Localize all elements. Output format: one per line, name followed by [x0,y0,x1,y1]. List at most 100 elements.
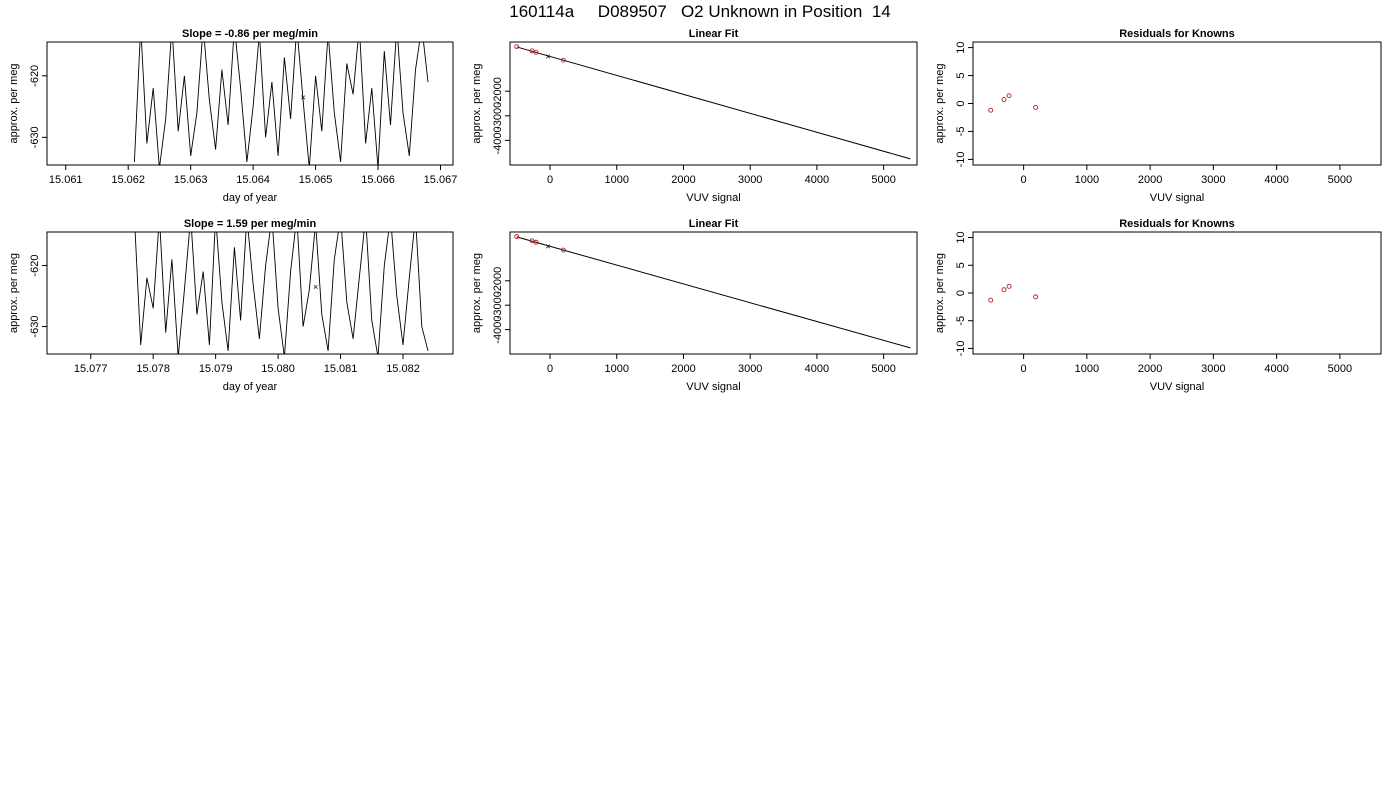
y-axis-label: approx. per meg [934,253,946,333]
known-point [1001,97,1007,103]
fit-line [516,46,911,160]
y-tick-label: -4000 [492,126,504,154]
x-tick-label: 0 [1021,174,1027,186]
known-point [514,234,520,240]
x-tick-label: 3000 [1201,363,1225,375]
x-tick-label: 5000 [1328,174,1352,186]
unknown-point: × [545,52,550,62]
fit-line [516,236,911,349]
figure-title: 160114a D089507 O2 Unknown in Position 1… [509,2,891,21]
y-tick-label: -620 [29,255,41,277]
plot-frame [509,41,918,166]
known-point [560,57,566,63]
chart-panel-3: Residuals for Knowns 0 1000 2000 3000 4000 500… [934,28,1382,204]
known-point [529,238,535,244]
x-tick-label: 1000 [605,174,629,186]
plot-frame [46,231,454,355]
y-tick-label: -4000 [492,316,504,344]
chart-panel-2: Linear Fit 0 1000 2000 3000 4000 5000 -2000-300… [471,28,918,204]
x-tick-label: 15.061 [49,174,83,186]
y-tick-label: 5 [955,262,967,268]
y-tick-label: -10 [955,341,967,357]
x-axis-label: VUV signal [686,381,740,393]
plot-frame [972,41,1382,166]
y-axis-label: approx. per meg [471,63,483,143]
y-tick-label: -10 [955,151,967,167]
x-axis-label: day of year [223,192,278,204]
y-tick-label: 0 [955,290,967,296]
known-point [533,239,539,245]
x-tick-label: 4000 [805,174,829,186]
x-tick-label: 3000 [1201,174,1225,186]
chart-title: Slope = 1.59 per meg/min [184,218,317,230]
x-tick-label: 1000 [1075,363,1099,375]
known-point [529,48,535,54]
y-tick-label: -5 [955,316,967,326]
x-tick-label: 2000 [671,363,695,375]
x-axis-label: VUV signal [686,192,740,204]
y-tick-label: 5 [955,72,967,78]
x-tick-label: 0 [547,174,553,186]
y-tick-label: 0 [955,100,967,106]
y-tick-label: -2000 [492,77,504,105]
y-tick-label: -630 [29,126,41,148]
x-tick-label: 15.081 [324,363,358,375]
plot-frame [46,41,454,166]
x-tick-label: 2000 [1138,363,1162,375]
x-tick-label: 0 [1021,363,1027,375]
known-point [1033,104,1039,110]
x-axis-label: VUV signal [1150,381,1204,393]
unknown-marker: × [313,282,318,292]
y-tick-label: -630 [29,316,41,338]
x-tick-label: 15.067 [424,174,458,186]
chart-panel-1: Slope = -0.86 per meg/min 15.061 15.062 15.… [8,28,458,204]
y-axis-label: approx. per meg [471,253,483,333]
x-tick-label: 4000 [1264,174,1288,186]
x-axis-label: VUV signal [1150,192,1204,204]
x-axis-label: day of year [223,381,278,393]
x-tick-label: 5000 [871,174,895,186]
x-tick-label: 3000 [738,363,762,375]
x-tick-label: 15.078 [136,363,170,375]
unknown-point: × [545,241,550,251]
known-point [988,107,994,113]
unknown-marker: × [300,92,305,102]
x-tick-label: 0 [547,363,553,375]
known-point [514,44,520,50]
series-line-1 [133,42,429,165]
known-point [1033,294,1039,300]
x-tick-label: 2000 [671,174,695,186]
known-point [560,247,566,253]
x-tick-label: 5000 [871,363,895,375]
chart-title: Residuals for Knowns [1119,28,1235,40]
x-tick-label: 15.063 [174,174,208,186]
x-tick-label: 15.079 [199,363,233,375]
x-tick-label: 4000 [805,363,829,375]
known-point [1006,283,1012,289]
x-tick-label: 15.077 [74,363,108,375]
chart-panel-6: Residuals for Knowns 0 1000 2000 3000 4000 500… [934,218,1382,393]
chart-title: Residuals for Knowns [1119,218,1235,230]
x-tick-label: 15.082 [386,363,420,375]
x-tick-label: 1000 [1075,174,1099,186]
y-tick-label: -3000 [492,291,504,319]
y-tick-label: 10 [955,231,967,243]
y-tick-label: -5 [955,127,967,137]
x-tick-label: 15.064 [236,174,270,186]
chart-title: Linear Fit [689,28,739,40]
known-point [533,49,539,55]
x-tick-label: 3000 [738,174,762,186]
x-tick-label: 4000 [1264,363,1288,375]
y-tick-label: -620 [29,65,41,87]
x-tick-label: 1000 [605,363,629,375]
x-tick-label: 15.065 [299,174,333,186]
y-tick-label: -3000 [492,102,504,130]
x-tick-label: 5000 [1328,363,1352,375]
plot-frame [509,231,918,355]
x-tick-label: 15.066 [361,174,395,186]
plot-frame [972,231,1382,355]
known-point [1006,93,1012,99]
chart-title: Slope = -0.86 per meg/min [182,28,318,40]
known-point [988,297,994,303]
